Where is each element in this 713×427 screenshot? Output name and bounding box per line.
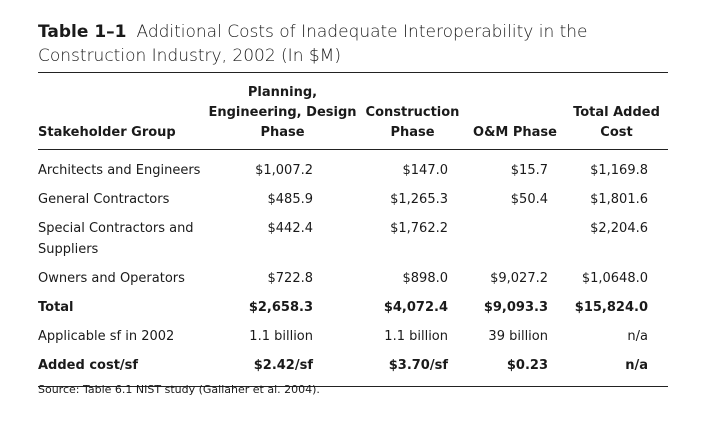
- table-title: Table 1–1 Additional Costs of Inadequate …: [38, 20, 678, 68]
- table-cell: $1,265.3: [390, 192, 448, 207]
- table-cell: General Contractors: [38, 192, 170, 207]
- table-cell: 39 billion: [488, 329, 548, 344]
- column-header: O&M Phase: [465, 72, 565, 150]
- table-cell: $1,0648.0: [581, 271, 648, 286]
- table-cell: $1,801.6: [590, 192, 648, 207]
- table-cell: $2,204.6: [590, 221, 648, 236]
- table-cell: $0.23: [506, 358, 548, 373]
- table-body: Architects and Engineers $1,007.2 $147.0 $1…: [38, 150, 668, 387]
- column-header: Total Added Cost: [565, 72, 668, 150]
- table-row: Applicable sf in 2002 1.1 billion 1.1 bill…: [38, 322, 668, 351]
- table-cell: Added cost/sf: [38, 358, 139, 373]
- source-note: Source: Table 6.1 NIST study (Gallaher e…: [38, 383, 320, 396]
- table-cell: $722.8: [267, 271, 314, 286]
- table-number: Table 1–1: [38, 22, 127, 42]
- table-cell: 1.1 billion: [249, 329, 313, 344]
- table-cell: $3.70/sf: [388, 358, 448, 373]
- header-row: Stakeholder Group Planning, Engineering, …: [38, 72, 668, 150]
- column-header: Planning, Engineering, Design Phase: [205, 72, 360, 150]
- table-row: Added cost/sf $2.42/sf $3.70/sf $0.23 n/a: [38, 351, 668, 387]
- column-header: Stakeholder Group: [38, 72, 205, 150]
- empty-cell: [465, 214, 565, 264]
- table-cell: $1,762.2: [390, 221, 448, 236]
- table-cell: Architects and Engineers: [38, 163, 201, 178]
- table-cell: $147.0: [402, 163, 449, 178]
- table-cell: $50.4: [510, 192, 548, 207]
- table-cell: Special Contractors and Suppliers: [38, 221, 194, 257]
- title-text: Additional Costs of Inadequate Interoper…: [38, 22, 588, 66]
- table-cell: $15,824.0: [574, 300, 648, 315]
- table-cell: $15.7: [510, 163, 548, 178]
- table-cell: Total: [38, 300, 74, 315]
- table-cell: $4,072.4: [383, 300, 448, 315]
- table-row: Architects and Engineers $1,007.2 $147.0 $1…: [38, 150, 668, 186]
- table-cell: $9,027.2: [490, 271, 548, 286]
- column-header: Construction Phase: [360, 72, 465, 150]
- table-cell: $1,007.2: [255, 163, 313, 178]
- table-cell: $2.42/sf: [253, 358, 313, 373]
- table-cell: $442.4: [267, 221, 314, 236]
- table-cell: $1,169.8: [590, 163, 648, 178]
- table-cell: n/a: [625, 358, 648, 373]
- table-cell: Owners and Operators: [38, 271, 185, 286]
- table-cell: $485.9: [267, 192, 314, 207]
- table-cell: $898.0: [402, 271, 449, 286]
- table-row: Total $2,658.3 $4,072.4 $9,093.3 $15,824.0: [38, 293, 668, 322]
- table-cell: 1.1 billion: [384, 329, 448, 344]
- table-cell: $9,093.3: [483, 300, 548, 315]
- table-row: Owners and Operators $722.8 $898.0 $9,027.2…: [38, 264, 668, 293]
- table-cell: n/a: [627, 329, 648, 344]
- table-row: General Contractors $485.9 $1,265.3 $50.4 $1…: [38, 185, 668, 214]
- table-row: Special Contractors and Suppliers $442.4 $…: [38, 214, 668, 264]
- table-cell: $2,658.3: [248, 300, 313, 315]
- table-cell: Applicable sf in 2002: [38, 329, 175, 344]
- data-table: Stakeholder Group Planning, Engineering, …: [38, 72, 668, 387]
